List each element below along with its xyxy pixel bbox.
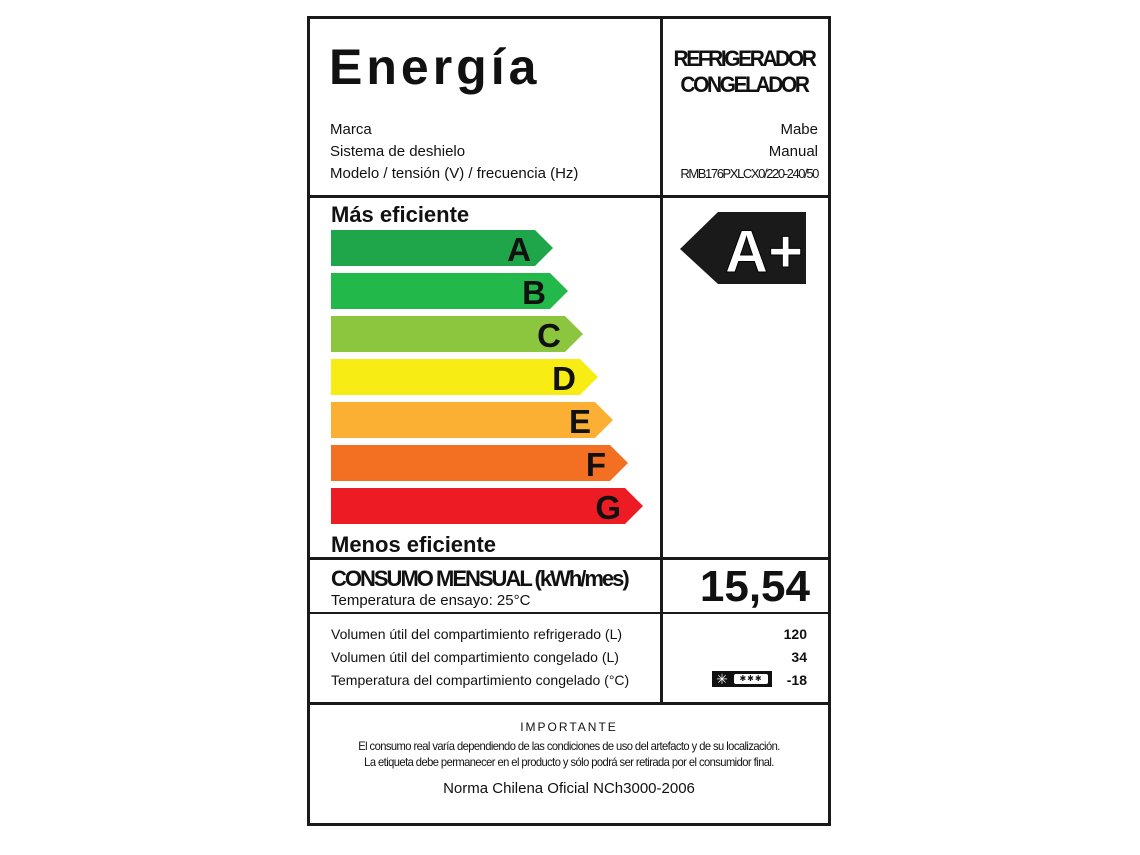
freezer-temperature-value: -18 <box>786 672 807 688</box>
important-heading: IMPORTANTE <box>520 720 618 734</box>
volume-label: Temperatura del compartimiento congelado… <box>331 672 630 688</box>
volume-value: 34 <box>791 649 807 665</box>
category-line: CONGELADOR <box>680 72 810 97</box>
spec-label: Modelo / tensión (V) / frecuencia (Hz) <box>330 165 579 182</box>
efficiency-class-g: G <box>331 488 643 524</box>
efficiency-class-letter: E <box>569 403 591 438</box>
efficiency-class-e: E <box>331 402 613 438</box>
freezer-three-star-icon: ✳ ✱✱✱ <box>712 671 772 687</box>
efficiency-arrow <box>331 316 583 352</box>
efficiency-class-letter: C <box>537 317 561 352</box>
efficiency-arrow <box>331 402 613 438</box>
efficiency-class-letter: A <box>507 231 531 266</box>
efficiency-arrow <box>331 273 568 309</box>
efficiency-class-letter: G <box>595 489 621 524</box>
efficiency-arrow <box>331 359 598 395</box>
spec-value: RMB176PXLCX0/220-240/50 <box>680 166 819 181</box>
consumption-title: CONSUMO MENSUAL (kWh/mes) <box>331 566 630 591</box>
efficiency-class-f: F <box>331 445 628 481</box>
column-divider <box>660 16 663 704</box>
consumption-subtitle: Temperatura de ensayo: 25°C <box>331 592 531 609</box>
energy-label <box>307 16 831 826</box>
divider <box>307 195 831 198</box>
important-text: La etiqueta debe permanecer en el produc… <box>364 755 774 769</box>
rating-value: A+ <box>725 218 803 285</box>
spec-value: Mabe <box>780 121 818 138</box>
spec-label: Marca <box>330 121 372 138</box>
label-title: Energía <box>329 39 541 95</box>
stars-icon: ✱✱✱ <box>734 674 768 684</box>
efficiency-arrow <box>331 230 553 266</box>
least-efficient-label: Menos eficiente <box>331 532 497 557</box>
important-text: El consumo real varía dependiendo de las… <box>358 739 780 753</box>
spec-value: Manual <box>768 143 818 160</box>
divider <box>307 612 831 614</box>
volume-label: Volumen útil del compartimiento congelad… <box>331 649 619 665</box>
volume-label: Volumen útil del compartimiento refriger… <box>331 626 623 642</box>
efficiency-class-letter: F <box>586 446 606 481</box>
snowflake-icon: ✳ <box>716 671 728 687</box>
spec-label: Sistema de deshielo <box>330 143 466 160</box>
efficiency-class-letter: D <box>552 360 576 395</box>
efficiency-class-a: A <box>331 230 553 266</box>
appliance-category: REFRIGERADOR CONGELADOR <box>668 46 820 98</box>
efficiency-class-d: D <box>331 359 598 395</box>
efficiency-class-c: C <box>331 316 583 352</box>
efficiency-class-b: B <box>331 273 568 309</box>
most-efficient-label: Más eficiente <box>331 202 470 227</box>
efficiency-arrow <box>331 488 643 524</box>
efficiency-arrow <box>331 445 628 481</box>
consumption-value: 15,54 <box>699 562 810 611</box>
divider <box>307 702 831 705</box>
rating-arrow: A+ <box>680 212 808 291</box>
efficiency-class-letter: B <box>522 274 546 309</box>
rating-arrow-shape: A+ <box>680 212 806 286</box>
category-line: REFRIGERADOR <box>673 46 816 71</box>
norma-reference: Norma Chilena Oficial NCh3000-2006 <box>443 780 695 797</box>
divider <box>307 557 831 560</box>
volume-value: 120 <box>783 626 807 642</box>
